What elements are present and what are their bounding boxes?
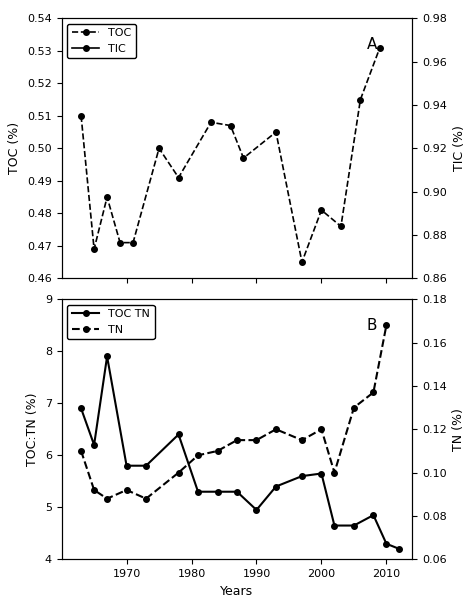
TOC TN [78, 405, 84, 412]
TOC [91, 246, 97, 253]
TOC TN [234, 488, 240, 496]
Y-axis label: TIC (%): TIC (%) [453, 125, 465, 171]
TN [273, 426, 279, 433]
Y-axis label: TN (%): TN (%) [452, 408, 465, 451]
Y-axis label: TOC (%): TOC (%) [9, 122, 21, 174]
TOC TN [124, 462, 129, 469]
TN [104, 495, 110, 502]
Text: B: B [367, 319, 377, 333]
TN [124, 486, 129, 494]
TN [143, 495, 149, 502]
TOC [156, 145, 162, 152]
Legend: TOC, TIC: TOC, TIC [67, 24, 136, 58]
TOC TN [91, 441, 97, 449]
TN [371, 389, 376, 396]
TOC [377, 44, 383, 51]
TOC TN [143, 462, 149, 469]
TOC [104, 193, 110, 201]
TOC [338, 223, 344, 230]
TOC TN [319, 470, 324, 477]
TOC TN [215, 488, 220, 496]
TOC TN [299, 472, 305, 480]
TN [299, 437, 305, 444]
TOC TN [176, 431, 182, 438]
TOC TN [383, 540, 389, 547]
TOC [78, 112, 84, 119]
TOC TN [195, 488, 201, 496]
TOC [357, 96, 363, 103]
TN [78, 447, 84, 455]
TOC TN [351, 522, 357, 529]
TOC [273, 128, 279, 136]
X-axis label: Years: Years [220, 585, 254, 598]
TOC [176, 174, 182, 181]
TOC [241, 154, 246, 162]
TN [215, 447, 220, 455]
Line: TN: TN [78, 322, 389, 502]
TOC [208, 119, 214, 126]
TOC TN [397, 545, 402, 553]
TOC TN [273, 483, 279, 490]
TOC TN [371, 511, 376, 519]
TOC [130, 239, 136, 246]
TN [254, 437, 259, 444]
Y-axis label: TOC:TN (%): TOC:TN (%) [26, 393, 39, 466]
TN [383, 322, 389, 329]
TOC TN [332, 522, 337, 529]
TN [195, 452, 201, 459]
Line: TOC TN: TOC TN [78, 354, 402, 551]
Legend: TOC TN, TN: TOC TN, TN [67, 305, 155, 339]
TOC TN [104, 353, 110, 360]
TN [234, 437, 240, 444]
TOC [228, 122, 233, 130]
Line: TOC: TOC [78, 45, 383, 265]
TN [176, 469, 182, 476]
TN [351, 404, 357, 411]
TOC TN [254, 506, 259, 514]
TOC [319, 207, 324, 214]
Text: A: A [367, 38, 377, 52]
TOC [117, 239, 123, 246]
TN [319, 426, 324, 433]
TN [91, 486, 97, 494]
TN [332, 469, 337, 476]
TOC [299, 258, 305, 266]
